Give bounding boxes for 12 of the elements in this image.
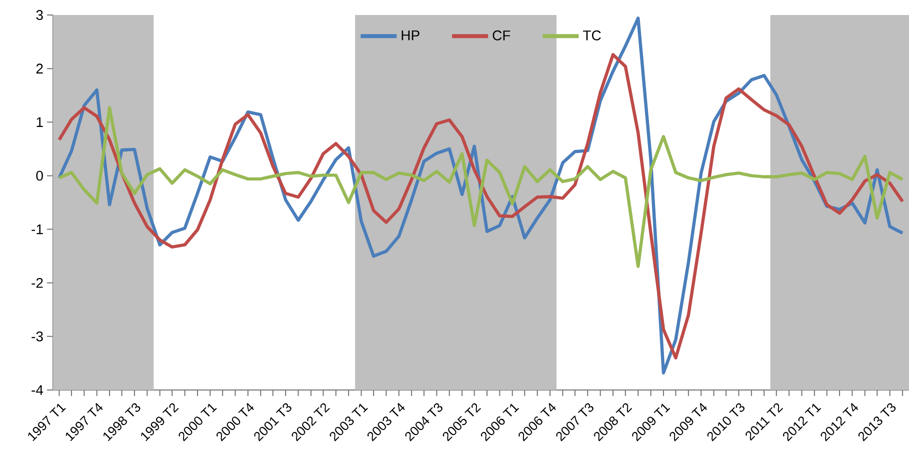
y-tick-label: 3 [36, 10, 43, 20]
y-tick-label: -4 [32, 385, 44, 395]
legend-label: CF [492, 30, 510, 40]
y-tick-label: -3 [32, 331, 43, 342]
legend-label: HP [402, 30, 420, 40]
y-tick-label: 1 [36, 117, 43, 127]
legend-label: TC [583, 30, 601, 40]
y-tick-label: -1 [32, 224, 43, 234]
y-tick-label: -2 [32, 278, 43, 288]
y-tick-label: 0 [36, 170, 43, 181]
line-series [58, 106, 904, 268]
y-tick-label: 2 [36, 64, 43, 74]
